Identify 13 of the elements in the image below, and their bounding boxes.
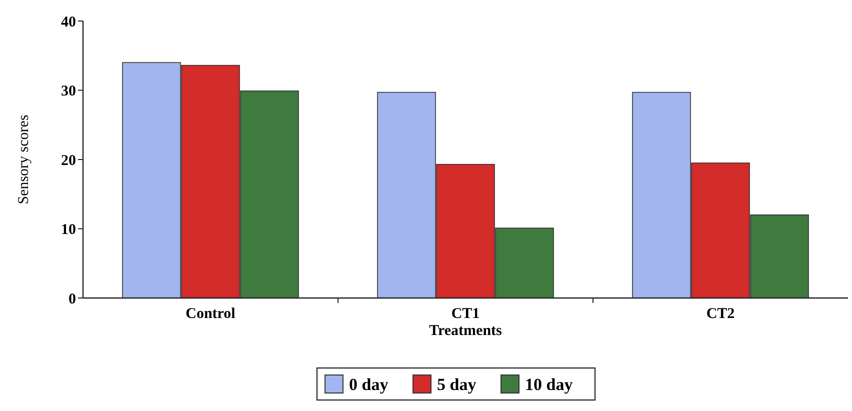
x-tick-label: CT1	[451, 306, 480, 322]
legend-label: 5 day	[437, 374, 477, 394]
legend-label: 10 day	[525, 374, 574, 394]
y-tick-label: 10	[61, 222, 76, 238]
y-tick-label: 0	[68, 291, 76, 308]
x-tick-label: Control	[186, 306, 236, 322]
legend-label: 0 day	[349, 374, 389, 394]
y-axis-title: Sensory scores	[16, 114, 32, 204]
y-tick-label: 30	[61, 84, 76, 100]
x-axis-title: Treatments	[429, 323, 502, 339]
y-tick-label: 40	[61, 14, 76, 30]
y-tick-label: 20	[61, 152, 76, 169]
x-tick-label: CT2	[706, 306, 735, 322]
